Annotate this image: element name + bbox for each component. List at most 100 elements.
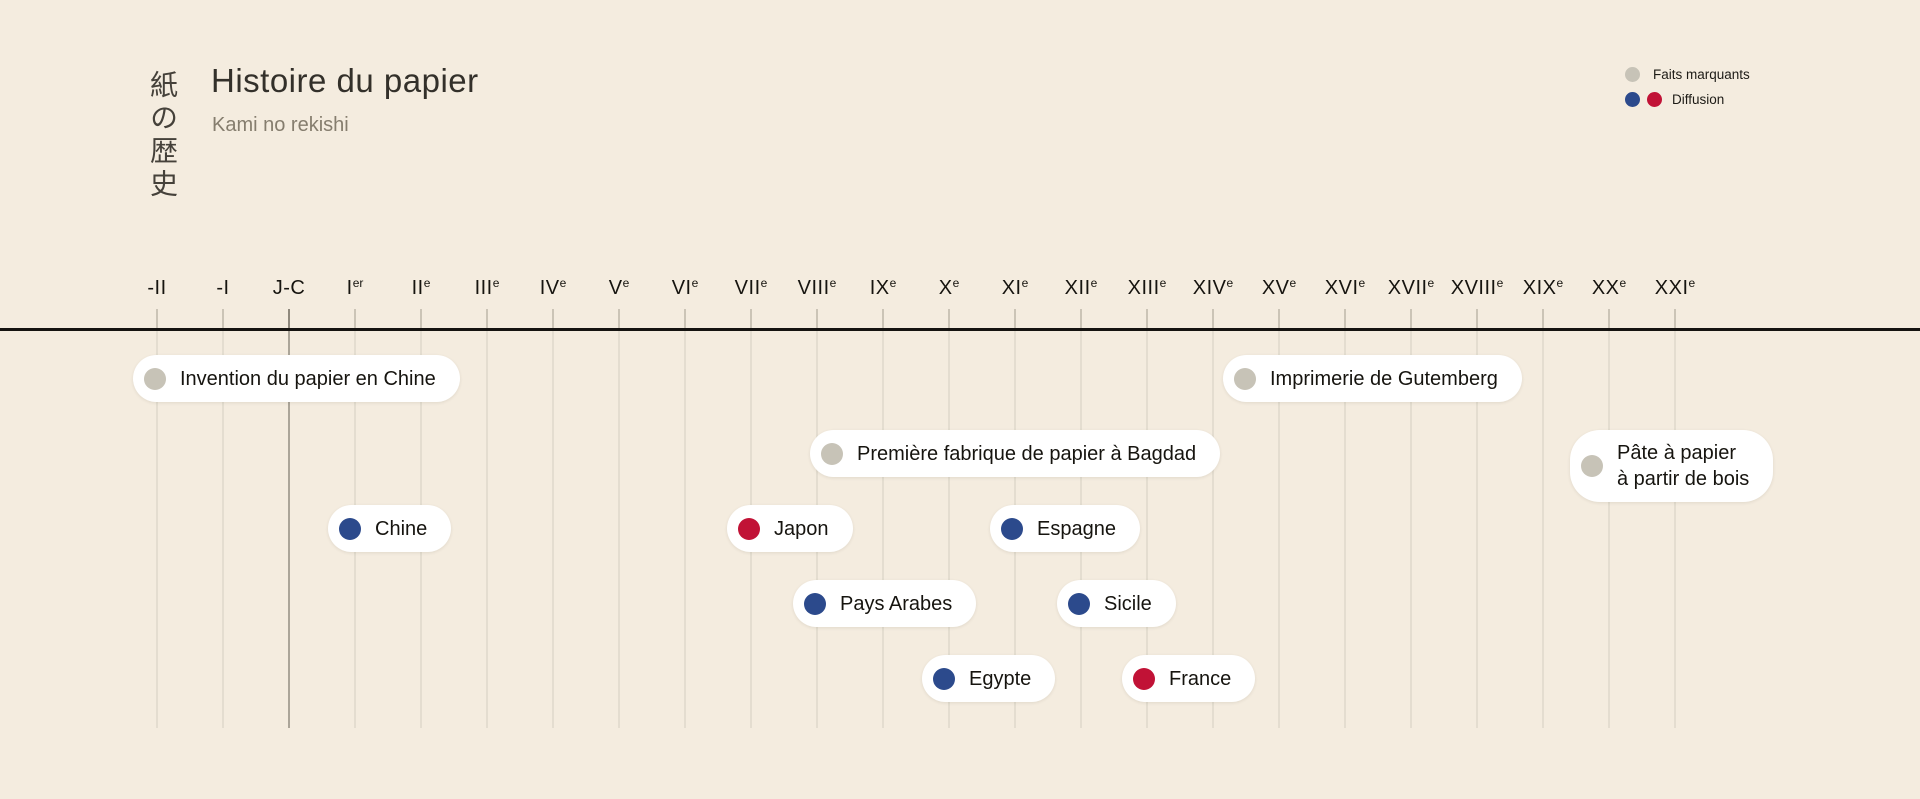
axis-tick-label-XIX: XIXe (1522, 276, 1564, 299)
japanese-vertical-title: 紙の歴史 (147, 70, 178, 202)
axis-tick-mark (552, 309, 554, 328)
gridline (1674, 331, 1676, 728)
axis-tick-label-XIII: XIIIe (1127, 276, 1167, 299)
legend-row-diffusion: Diffusion (1625, 91, 1750, 107)
axis-tick-label-X: Xe (938, 276, 960, 299)
axis-tick-mark (1476, 309, 1478, 328)
axis-tick-mark (1212, 309, 1214, 328)
event-pill-imprimerie-gutemberg: Imprimerie de Gutemberg (1223, 355, 1522, 402)
event-pill-pays-arabes: Pays Arabes (793, 580, 977, 627)
event-label: Invention du papier en Chine (180, 367, 436, 390)
gridline (222, 331, 224, 728)
blue-dot-icon (1625, 91, 1640, 107)
gray-dot-icon (1581, 455, 1603, 477)
gridline (948, 331, 950, 728)
axis-tick-mark (1080, 309, 1082, 328)
page-title: Histoire du papier (211, 62, 479, 99)
axis-tick-label-XVII: XVIIe (1387, 276, 1435, 299)
red-dot-icon (738, 517, 760, 540)
axis-tick-mark (222, 309, 224, 328)
gridline (288, 331, 290, 728)
axis-tick-mark (288, 309, 290, 328)
gridline (1344, 331, 1346, 728)
axis-tick-label-VII: VIIe (734, 276, 768, 299)
blue-dot-icon (933, 667, 955, 690)
event-pill-fabrique-bagdad: Première fabrique de papier à Bagdad (810, 430, 1221, 477)
event-pill-france: France (1122, 655, 1256, 702)
gridline (486, 331, 488, 728)
blue-dot-icon (804, 592, 826, 615)
event-label: Pays Arabes (840, 592, 953, 615)
event-label: Chine (375, 517, 428, 540)
event-label: Egypte (969, 667, 1032, 690)
event-pill-chine: Chine (328, 505, 452, 552)
axis-tick-mark (618, 309, 620, 328)
axis-tick-mark (1542, 309, 1544, 328)
event-label: Espagne (1037, 517, 1116, 540)
legend-row-faits-marquants: Faits marquants (1625, 66, 1750, 82)
event-label: Imprimerie de Gutemberg (1270, 367, 1498, 390)
gridline (1146, 331, 1148, 728)
gray-dot-icon (1234, 367, 1256, 390)
axis-tick-label-VI: VIe (671, 276, 699, 299)
axis-tick-mark (1608, 309, 1610, 328)
axis-tick-mark (882, 309, 884, 328)
axis-tick-label--I: -I (216, 277, 230, 299)
gridline (1410, 331, 1412, 728)
page-subtitle: Kami no rekishi (212, 114, 349, 136)
axis-tick-mark (1014, 309, 1016, 328)
blue-dot-icon (1001, 517, 1023, 540)
event-label: Première fabrique de papier à Bagdad (857, 442, 1197, 465)
gridline (1476, 331, 1478, 728)
gridline (618, 331, 620, 728)
axis-tick-label-XII: XIIe (1064, 276, 1098, 299)
axis-tick-mark (816, 309, 818, 328)
red-dot-icon (1647, 91, 1662, 107)
axis-tick-label-XX: XXe (1591, 276, 1627, 299)
event-label: France (1169, 667, 1232, 690)
blue-dot-icon (1068, 592, 1090, 615)
gridline (156, 331, 158, 728)
event-label: Pâte à papier à partir de bois (1617, 442, 1750, 490)
axis-tick-mark (948, 309, 950, 328)
event-pill-egypte: Egypte (922, 655, 1056, 702)
axis-tick-label-VIII: VIIIe (797, 276, 837, 299)
axis-tick-mark (486, 309, 488, 328)
timeline-axis (0, 328, 1920, 331)
axis-tick-mark (1410, 309, 1412, 328)
gridline (1542, 331, 1544, 728)
event-pill-japon: Japon (727, 505, 853, 552)
axis-tick-label-XI: XIe (1001, 276, 1029, 299)
event-pill-invention-papier-chine: Invention du papier en Chine (133, 355, 460, 402)
axis-tick-mark (1674, 309, 1676, 328)
legend-label: Faits marquants (1653, 66, 1750, 82)
axis-tick-label-I: Ier (346, 276, 364, 299)
gridline (1212, 331, 1214, 728)
event-pill-pate-a-papier-bois: Pâte à papier à partir de bois (1570, 430, 1774, 502)
blue-dot-icon (339, 517, 361, 540)
gridline (882, 331, 884, 728)
axis-tick-label-J-C: J-C (272, 277, 306, 299)
gridline (1608, 331, 1610, 728)
axis-tick-mark (420, 309, 422, 328)
legend: Faits marquants Diffusion (1625, 66, 1750, 107)
axis-tick-label--II: -II (147, 277, 167, 299)
event-label: Sicile (1104, 592, 1152, 615)
gray-dot-icon (821, 442, 843, 465)
axis-tick-mark (1344, 309, 1346, 328)
gridline (684, 331, 686, 728)
gray-dot-icon (1625, 66, 1640, 82)
axis-tick-mark (1278, 309, 1280, 328)
axis-tick-label-XVI: XVIe (1324, 276, 1366, 299)
axis-tick-label-XV: XVe (1261, 276, 1297, 299)
axis-tick-label-XIV: XIVe (1192, 276, 1234, 299)
axis-tick-mark (684, 309, 686, 328)
axis-tick-label-IX: IXe (869, 276, 897, 299)
gridline (552, 331, 554, 728)
axis-tick-mark (156, 309, 158, 328)
axis-tick-label-XXI: XXIe (1654, 276, 1696, 299)
axis-tick-label-XVIII: XVIIIe (1450, 276, 1504, 299)
legend-label: Diffusion (1672, 91, 1725, 107)
axis-tick-mark (1146, 309, 1148, 328)
